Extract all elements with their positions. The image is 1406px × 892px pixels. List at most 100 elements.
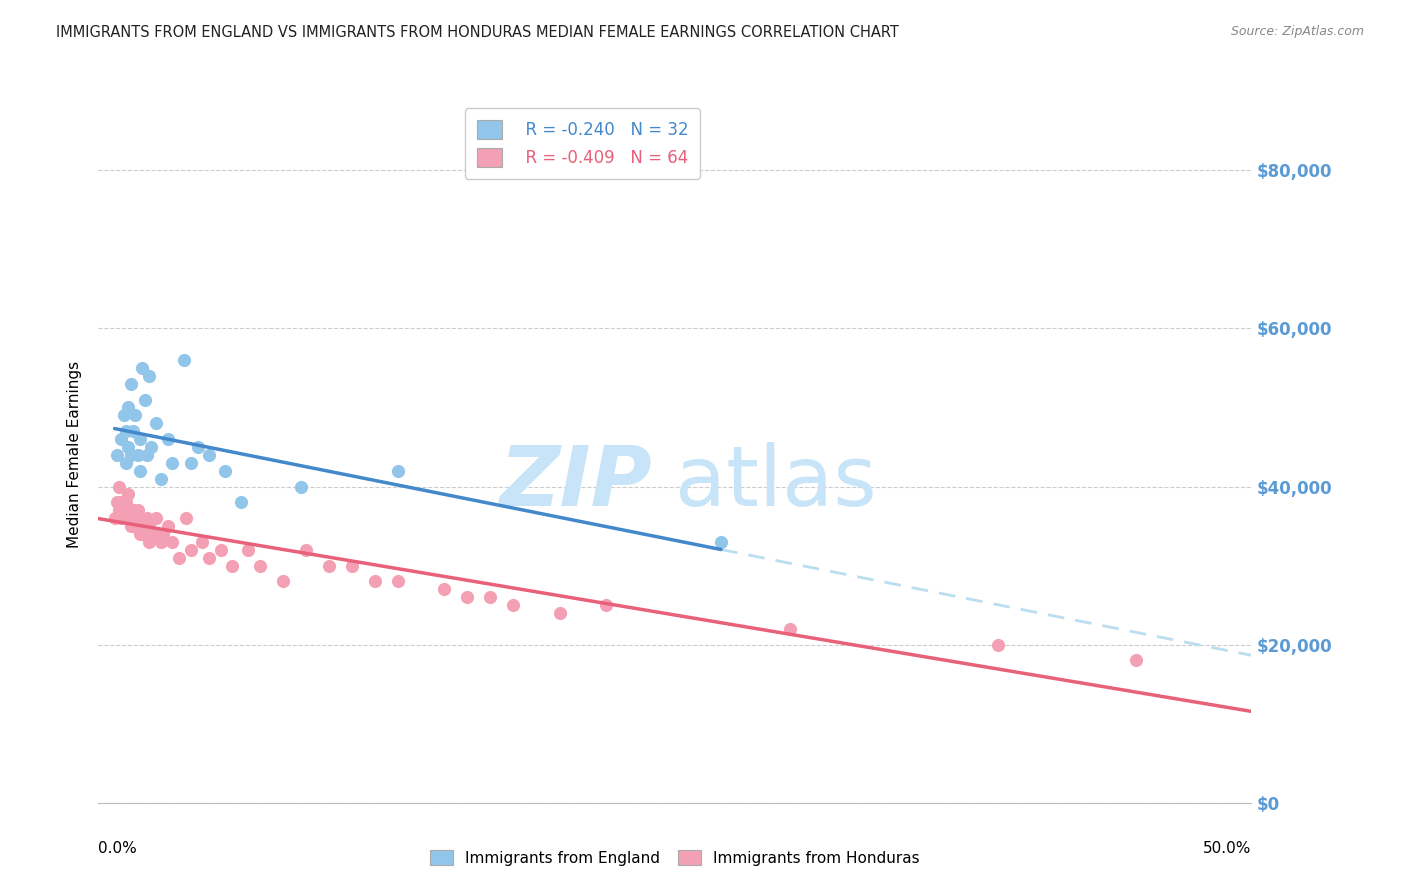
Point: [180, 456, 202, 470]
Point: [138, 535, 160, 549]
Point: [290, 479, 312, 493]
Point: [103, 511, 125, 525]
Point: [117, 487, 139, 501]
Point: [167, 550, 190, 565]
Point: [108, 479, 131, 493]
Point: [221, 558, 243, 573]
Point: [173, 353, 195, 368]
Point: [108, 503, 131, 517]
Point: [112, 495, 135, 509]
Point: [340, 558, 363, 573]
Point: [129, 511, 152, 525]
Text: atlas: atlas: [675, 442, 876, 524]
Point: [115, 424, 138, 438]
Point: [122, 503, 145, 517]
Point: [548, 606, 571, 620]
Point: [174, 511, 197, 525]
Point: [138, 519, 160, 533]
Point: [141, 440, 163, 454]
Point: [779, 622, 801, 636]
Point: [152, 527, 174, 541]
Point: [112, 409, 135, 423]
Point: [198, 550, 221, 565]
Point: [145, 511, 167, 525]
Point: [987, 638, 1010, 652]
Point: [249, 558, 271, 573]
Point: [131, 519, 153, 533]
Point: [231, 495, 253, 509]
Point: [105, 448, 128, 462]
Point: [110, 432, 132, 446]
Point: [112, 503, 135, 517]
Point: [595, 598, 617, 612]
Point: [318, 558, 340, 573]
Text: 50.0%: 50.0%: [1204, 841, 1251, 856]
Text: 0.0%: 0.0%: [98, 841, 138, 856]
Point: [120, 519, 142, 533]
Point: [117, 511, 139, 525]
Point: [120, 503, 142, 517]
Point: [134, 392, 156, 407]
Point: [131, 361, 153, 376]
Point: [191, 535, 214, 549]
Point: [127, 511, 149, 525]
Point: [122, 511, 145, 525]
Point: [479, 591, 502, 605]
Point: [127, 448, 149, 462]
Point: [135, 511, 157, 525]
Point: [105, 495, 128, 509]
Point: [124, 409, 146, 423]
Point: [129, 464, 152, 478]
Point: [271, 574, 294, 589]
Point: [110, 495, 132, 509]
Point: [160, 456, 183, 470]
Point: [131, 527, 153, 541]
Point: [187, 440, 209, 454]
Point: [209, 542, 232, 557]
Point: [364, 574, 387, 589]
Point: [156, 519, 179, 533]
Point: [180, 542, 202, 557]
Legend: Immigrants from England, Immigrants from Honduras: Immigrants from England, Immigrants from…: [423, 844, 927, 871]
Point: [456, 591, 478, 605]
Point: [295, 542, 318, 557]
Point: [127, 519, 149, 533]
Point: [129, 527, 152, 541]
Point: [117, 440, 139, 454]
Point: [120, 448, 142, 462]
Point: [433, 582, 456, 597]
Point: [145, 417, 167, 431]
Point: [134, 519, 156, 533]
Point: [135, 448, 157, 462]
Point: [124, 511, 146, 525]
Point: [710, 535, 733, 549]
Point: [115, 456, 138, 470]
Point: [149, 472, 172, 486]
Point: [124, 519, 146, 533]
Point: [110, 511, 132, 525]
Point: [160, 535, 183, 549]
Point: [148, 527, 170, 541]
Y-axis label: Median Female Earnings: Median Female Earnings: [67, 361, 83, 549]
Point: [122, 424, 145, 438]
Point: [387, 464, 409, 478]
Point: [198, 448, 221, 462]
Point: [156, 432, 179, 446]
Point: [141, 527, 163, 541]
Point: [127, 503, 149, 517]
Point: [129, 432, 152, 446]
Point: [387, 574, 409, 589]
Point: [120, 376, 142, 391]
Point: [149, 535, 172, 549]
Text: Source: ZipAtlas.com: Source: ZipAtlas.com: [1230, 25, 1364, 38]
Text: ZIP: ZIP: [499, 442, 652, 524]
Point: [115, 495, 138, 509]
Text: IMMIGRANTS FROM ENGLAND VS IMMIGRANTS FROM HONDURAS MEDIAN FEMALE EARNINGS CORRE: IMMIGRANTS FROM ENGLAND VS IMMIGRANTS FR…: [56, 25, 898, 40]
Point: [122, 519, 145, 533]
Point: [138, 368, 160, 383]
Point: [214, 464, 236, 478]
Point: [115, 511, 138, 525]
Point: [502, 598, 524, 612]
Point: [117, 503, 139, 517]
Point: [1125, 653, 1147, 667]
